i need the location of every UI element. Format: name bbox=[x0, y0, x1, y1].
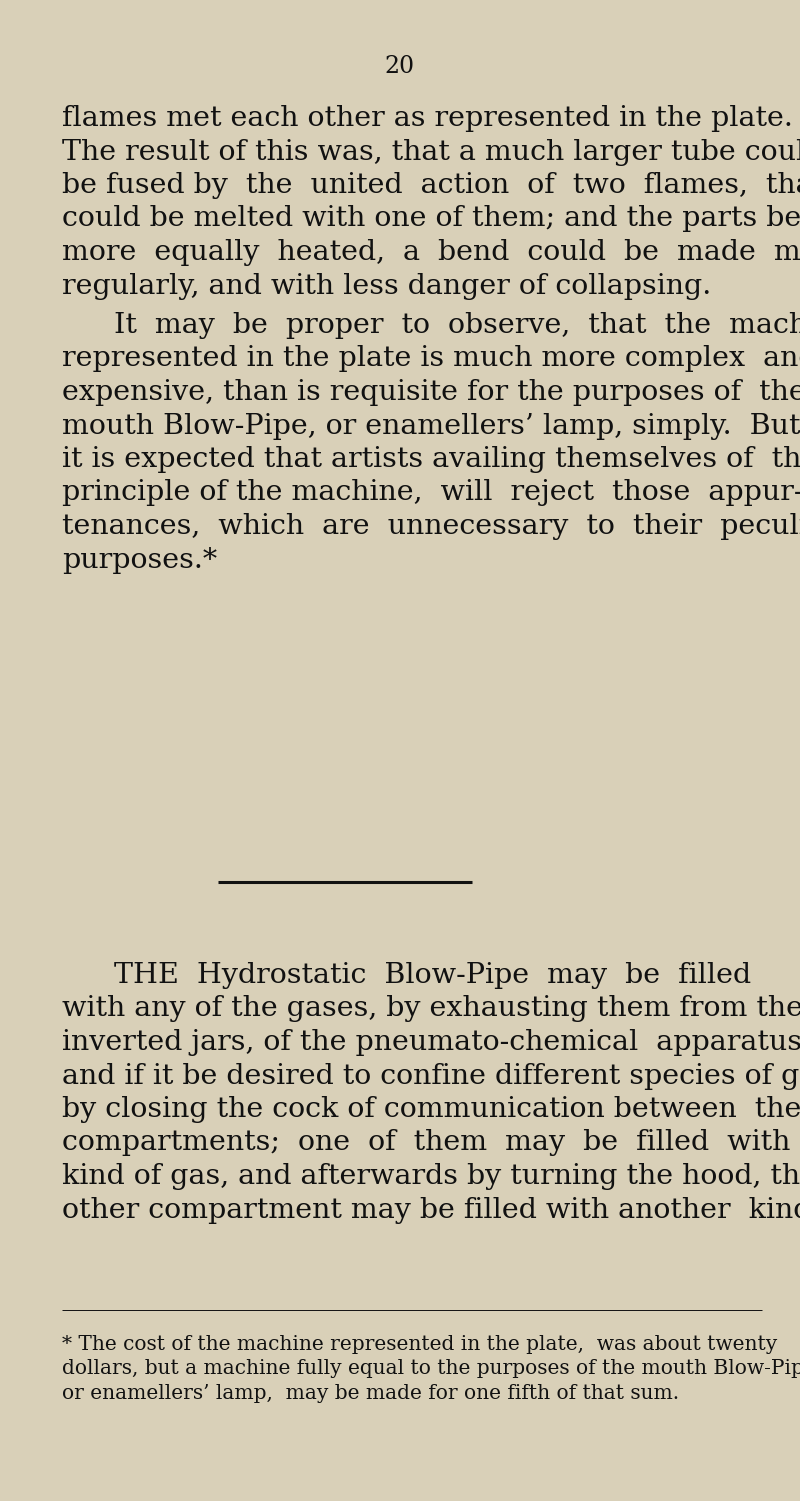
Text: it is expected that artists availing themselves of  the: it is expected that artists availing the… bbox=[62, 446, 800, 473]
Text: purposes.*: purposes.* bbox=[62, 546, 217, 573]
Text: and if it be desired to confine different species of gas,: and if it be desired to confine differen… bbox=[62, 1063, 800, 1090]
Text: other compartment may be filled with another  kind.: other compartment may be filled with ano… bbox=[62, 1196, 800, 1223]
Text: more  equally  heated,  a  bend  could  be  made  more: more equally heated, a bend could be mad… bbox=[62, 239, 800, 266]
Text: represented in the plate is much more complex  and: represented in the plate is much more co… bbox=[62, 345, 800, 372]
Text: regularly, and with less danger of collapsing.: regularly, and with less danger of colla… bbox=[62, 273, 711, 300]
Text: compartments;  one  of  them  may  be  filled  with  one: compartments; one of them may be filled … bbox=[62, 1129, 800, 1156]
Text: The result of this was, that a much larger tube could: The result of this was, that a much larg… bbox=[62, 138, 800, 165]
Text: be fused by  the  united  action  of  two  flames,  than: be fused by the united action of two fla… bbox=[62, 173, 800, 200]
Text: 20: 20 bbox=[385, 56, 415, 78]
Text: or enamellers’ lamp,  may be made for one fifth of that sum.: or enamellers’ lamp, may be made for one… bbox=[62, 1384, 679, 1403]
Text: dollars, but a machine fully equal to the purposes of the mouth Blow-Pipe,: dollars, but a machine fully equal to th… bbox=[62, 1360, 800, 1378]
Text: THE  Hydrostatic  Blow-Pipe  may  be  filled: THE Hydrostatic Blow-Pipe may be filled bbox=[114, 962, 751, 989]
Text: with any of the gases, by exhausting them from the: with any of the gases, by exhausting the… bbox=[62, 995, 800, 1022]
Text: kind of gas, and afterwards by turning the hood, the: kind of gas, and afterwards by turning t… bbox=[62, 1163, 800, 1190]
Text: mouth Blow-Pipe, or enamellers’ lamp, simply.  But: mouth Blow-Pipe, or enamellers’ lamp, si… bbox=[62, 413, 800, 440]
Text: flames met each other as represented in the plate.: flames met each other as represented in … bbox=[62, 105, 793, 132]
Text: could be melted with one of them; and the parts being: could be melted with one of them; and th… bbox=[62, 206, 800, 233]
Text: principle of the machine,  will  reject  those  appur-: principle of the machine, will reject th… bbox=[62, 479, 800, 506]
Text: expensive, than is requisite for the purposes of  the: expensive, than is requisite for the pur… bbox=[62, 378, 800, 405]
Text: * The cost of the machine represented in the plate,  was about twenty: * The cost of the machine represented in… bbox=[62, 1334, 778, 1354]
Text: by closing the cock of communication between  the: by closing the cock of communication bet… bbox=[62, 1096, 800, 1123]
Text: It  may  be  proper  to  observe,  that  the  machine: It may be proper to observe, that the ma… bbox=[114, 312, 800, 339]
Text: tenances,  which  are  unnecessary  to  their  peculiar: tenances, which are unnecessary to their… bbox=[62, 513, 800, 540]
Text: inverted jars, of the pneumato-chemical  apparatus:: inverted jars, of the pneumato-chemical … bbox=[62, 1030, 800, 1057]
